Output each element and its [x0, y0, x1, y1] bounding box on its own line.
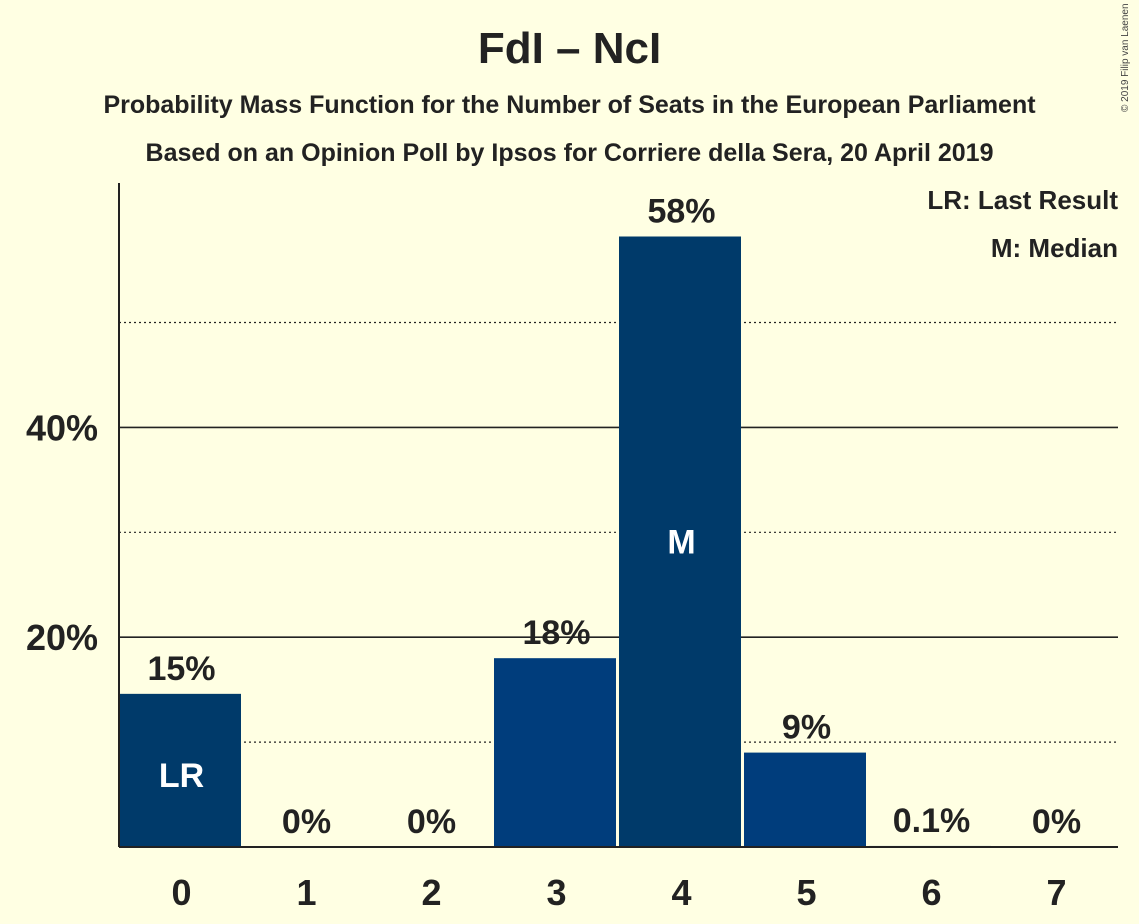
gridlines [119, 321, 1118, 743]
bar-marker-lr: LR [159, 757, 204, 795]
copyright-text: © 2019 Filip van Laenen [1120, 3, 1131, 112]
legend-median: M: Median [990, 233, 1118, 263]
value-label-3: 18% [522, 614, 590, 652]
bar-marker-m: M [667, 524, 695, 562]
axes [118, 183, 1118, 848]
x-tick-label: 4 [671, 872, 691, 913]
x-tick-label: 2 [421, 872, 441, 913]
value-label-5: 9% [782, 709, 831, 747]
legend-last-result: LR: Last Result [927, 185, 1118, 215]
x-tick-label: 7 [1046, 872, 1066, 913]
bars [119, 236, 991, 848]
bar-5 [744, 752, 866, 847]
y-tick-label: 20% [26, 617, 98, 658]
x-tick-label: 1 [296, 872, 316, 913]
chart-source-line: Based on an Opinion Poll by Ipsos for Co… [145, 139, 994, 167]
y-tick-label: 40% [26, 407, 98, 448]
value-label-1: 0% [282, 803, 331, 841]
value-label-7: 0% [1032, 803, 1081, 841]
x-tick-label: 5 [796, 872, 816, 913]
chart-title: FdI – NcI [477, 24, 662, 73]
x-tick-label: 3 [546, 872, 566, 913]
chart-subtitle: Probability Mass Function for the Number… [103, 91, 1036, 119]
value-label-6: 0.1% [893, 802, 971, 840]
value-label-0: 15% [147, 650, 215, 688]
copyright-notice: © 2019 Filip van Laenen [1120, 3, 1136, 128]
value-label-4: 58% [647, 192, 715, 230]
x-tick-label: 6 [921, 872, 941, 913]
bar-0 [119, 693, 241, 847]
bar-4 [619, 236, 741, 848]
labels: 20% 40% 15% LR 0 0% 1 0% 2 18% 3 58% M 4 9% 5 0.1% 6 0% 7 [26, 192, 1081, 913]
value-label-2: 0% [407, 803, 456, 841]
x-tick-label: 0 [171, 872, 191, 913]
bar-3 [494, 658, 616, 847]
